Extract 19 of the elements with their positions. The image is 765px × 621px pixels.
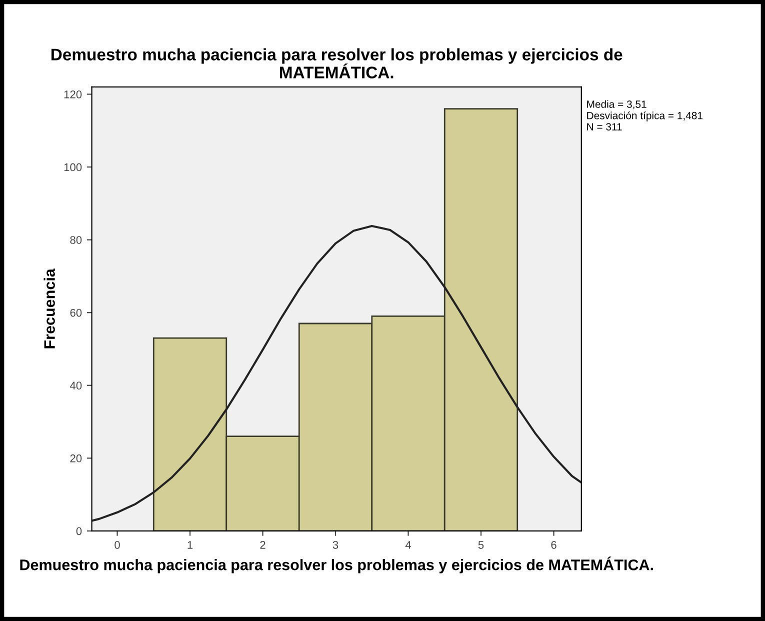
chart-title: Demuestro mucha paciencia para resolver los problemas y ejercicios de MATEMÁTICA. bbox=[51, 48, 622, 78]
text: Media = 3,51 Desviación típica = 1,481 N = 311 bbox=[587, 100, 702, 130]
x-tick-label: 3 bbox=[332, 540, 338, 549]
y-tick-label: 0 bbox=[76, 527, 82, 536]
y-tick-label: 80 bbox=[70, 236, 82, 244]
y-tick-label: 60 bbox=[70, 308, 82, 317]
x-axis-title: Demuestro mucha paciencia para resolver los problemas y ejercicios de MATEMÁTICA. bbox=[20, 556, 653, 574]
y-tick-label: 100 bbox=[64, 163, 82, 172]
x-tick-label: 5 bbox=[478, 541, 484, 549]
x-tick-label: 0 bbox=[114, 540, 120, 549]
line-series bbox=[92, 224, 582, 522]
y-tick-label: 120 bbox=[64, 90, 82, 98]
x-tick-label: 4 bbox=[405, 541, 412, 549]
x-tick-label: 1 bbox=[188, 541, 193, 549]
y-tick-label: 20 bbox=[70, 454, 82, 462]
x-tick-label: 2 bbox=[260, 540, 266, 549]
x-tick-label: 6 bbox=[551, 540, 556, 549]
y-tick-label: 40 bbox=[70, 382, 82, 390]
y-axis-title: Frecuencia bbox=[44, 268, 55, 348]
